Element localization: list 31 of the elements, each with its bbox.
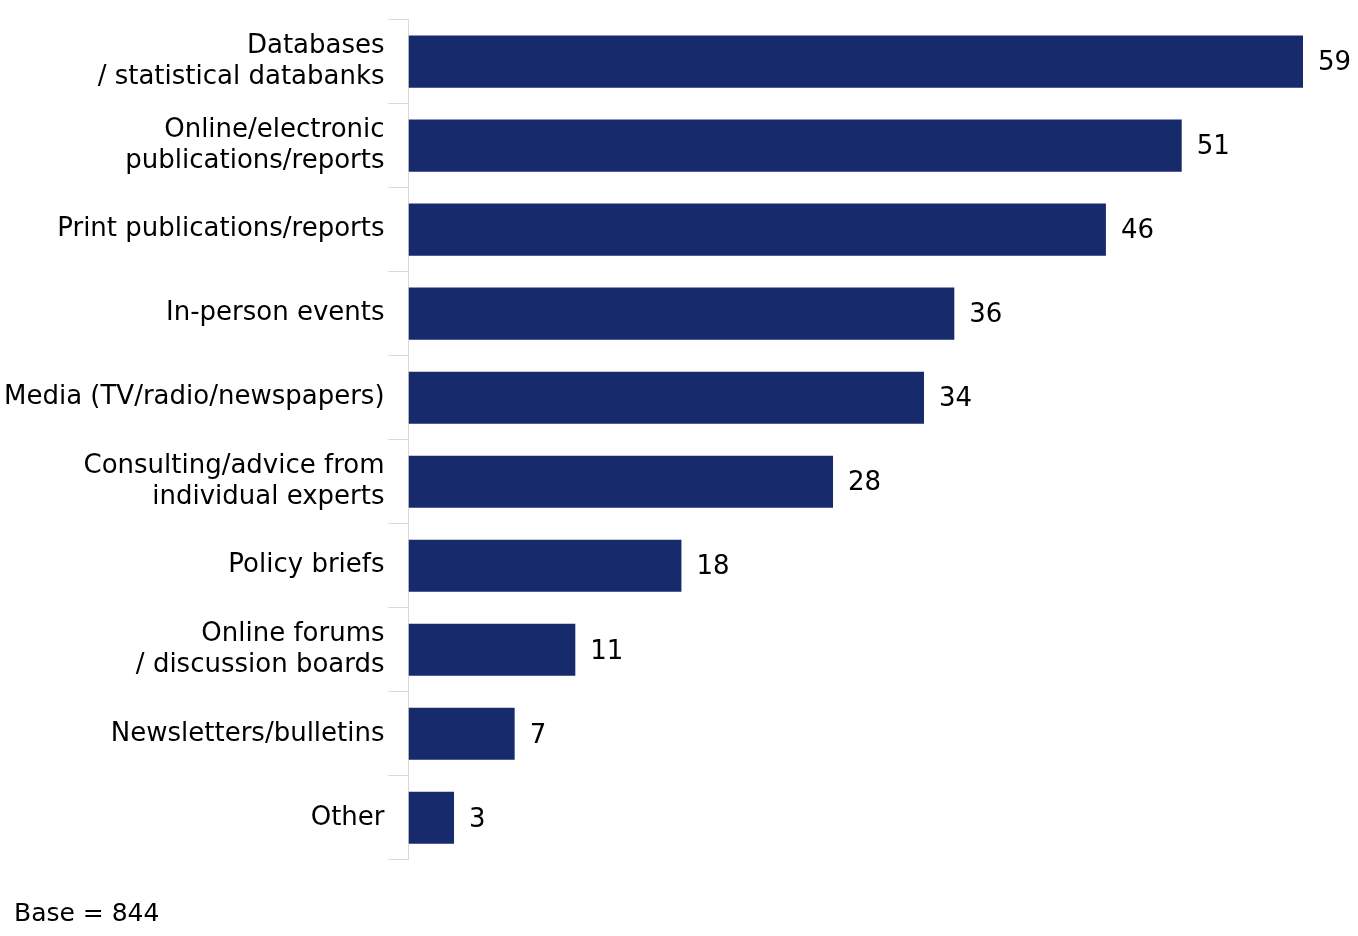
data-label: 18 (696, 550, 730, 581)
bar (408, 707, 515, 760)
data-label: 51 (1196, 130, 1230, 161)
y-tick-label: Online/electronic publications/reports (125, 112, 385, 174)
y-tick-label: Print publications/reports (57, 212, 385, 243)
data-label: 46 (1120, 214, 1155, 245)
data-label: 7 (529, 718, 547, 749)
bar (408, 287, 955, 340)
data-label: 36 (969, 298, 1003, 329)
bar (408, 539, 682, 592)
y-tick-label: In-person events (166, 296, 385, 327)
bar (408, 119, 1182, 172)
data-label: 34 (938, 382, 973, 413)
bar (408, 623, 576, 676)
bar (408, 203, 1106, 256)
data-label: 3 (469, 802, 486, 833)
y-tick-label: Online forums / discussion boards (135, 616, 385, 679)
text: Base = 844 (14, 898, 160, 927)
y-tick-label: Newsletters/bulletins (110, 716, 385, 747)
y-tick-label: Databases / statistical databanks (97, 28, 385, 90)
bar (408, 371, 924, 424)
y-tick-label: Consulting/advice from individual experts (83, 448, 385, 511)
y-tick-label: Media (TV/radio/newspapers) (4, 380, 385, 411)
y-tick-label: Policy briefs (228, 548, 385, 579)
bar (408, 35, 1303, 88)
data-label: 11 (590, 634, 624, 665)
data-label: 59 (1318, 46, 1352, 77)
bar (408, 791, 455, 844)
y-tick-label: Other (310, 800, 385, 831)
data-label: 28 (848, 466, 882, 497)
bar (408, 455, 834, 508)
